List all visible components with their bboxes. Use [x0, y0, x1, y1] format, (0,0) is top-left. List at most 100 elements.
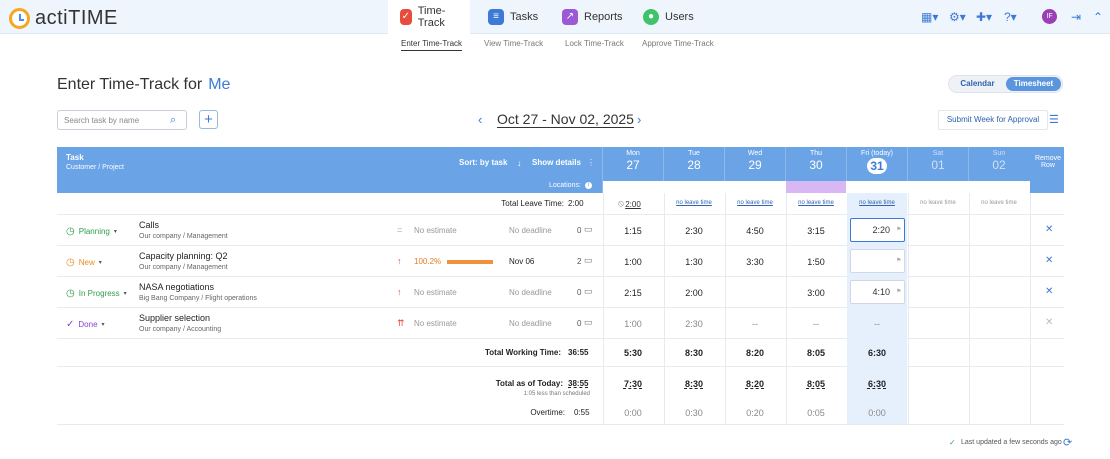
leave-time[interactable]: no leave time: [920, 200, 956, 206]
status-dropdown[interactable]: ◷ New ▾: [66, 257, 102, 268]
prev-week-icon[interactable]: ‹: [478, 112, 483, 127]
divider: [602, 147, 603, 193]
show-details-button[interactable]: Show details: [532, 158, 581, 167]
comment-flag-icon[interactable]: ⚑: [896, 227, 902, 233]
day-name: Wed: [747, 150, 763, 157]
time-cell[interactable]: --: [813, 319, 819, 329]
time-input[interactable]: [850, 249, 905, 273]
calendar-icon[interactable]: ▦▾: [921, 10, 939, 24]
day-name: Thu: [809, 150, 823, 157]
info-icon[interactable]: i: [585, 182, 592, 189]
time-cell[interactable]: 3:30: [746, 257, 764, 267]
leave-time[interactable]: no leave time: [798, 200, 834, 206]
leave-time[interactable]: no leave time: [737, 200, 773, 206]
comment-icon[interactable]: ▭: [584, 317, 593, 327]
refresh-icon[interactable]: ⟳: [1063, 437, 1073, 449]
tab-users[interactable]: ● Users: [631, 0, 706, 34]
total-working-label: Total Working Time:: [484, 348, 561, 357]
time-input[interactable]: 4:10: [850, 280, 905, 304]
time-cell[interactable]: 1:15: [624, 226, 642, 236]
next-week-icon[interactable]: ›: [637, 112, 642, 127]
total-working-value: 36:55: [568, 348, 589, 357]
time-cell[interactable]: 1:50: [807, 257, 825, 267]
remove-row-icon[interactable]: ✕: [1045, 286, 1054, 297]
more-icon[interactable]: ⋮: [587, 158, 595, 167]
tab-time-track[interactable]: ✓ Time-Track: [388, 0, 470, 34]
time-cell[interactable]: 3:15: [807, 226, 825, 236]
clock-icon: [9, 8, 30, 29]
grid-line: [57, 366, 1064, 367]
grid-line: [969, 193, 970, 424]
remove-row-icon[interactable]: ✕: [1045, 317, 1054, 328]
grid-line: [603, 193, 604, 424]
user-selector[interactable]: Me: [208, 76, 231, 93]
time-cell[interactable]: --: [752, 319, 758, 329]
search-input[interactable]: Search task by name ⌕: [57, 110, 187, 130]
remove-row-icon[interactable]: ✕: [1045, 224, 1054, 235]
timesheet-view-button[interactable]: Timesheet: [1006, 77, 1061, 91]
day-name: Mon: [626, 150, 640, 157]
task-name[interactable]: Capacity planning: Q2: [139, 251, 228, 261]
time-cell[interactable]: 1:00: [624, 257, 642, 267]
day-number: 30: [809, 158, 823, 172]
comment-icon[interactable]: ▭: [584, 224, 593, 234]
time-cell[interactable]: 1:30: [685, 257, 703, 267]
add-task-button[interactable]: +: [199, 110, 218, 129]
remove-row-icon[interactable]: ✕: [1045, 255, 1054, 266]
today-total: 8:30: [684, 379, 703, 389]
chevron-up-icon[interactable]: ⌃: [1093, 10, 1104, 24]
date-range[interactable]: Oct 27 - Nov 02, 2025: [497, 111, 634, 128]
time-cell[interactable]: 3:00: [807, 288, 825, 298]
time-cell[interactable]: 2:15: [624, 288, 642, 298]
divider: [785, 147, 786, 181]
calendar-view-button[interactable]: Calendar: [960, 79, 995, 88]
leave-time[interactable]: no leave time: [859, 200, 895, 206]
status-dropdown[interactable]: ✓ Done ▾: [66, 319, 105, 330]
working-total: 8:30: [684, 348, 703, 358]
task-name[interactable]: Supplier selection: [139, 313, 211, 323]
time-cell[interactable]: 1:00: [624, 319, 642, 329]
time-cell[interactable]: --: [874, 319, 880, 329]
sort-arrow-icon[interactable]: ↓: [517, 158, 522, 168]
subtab-enter[interactable]: Enter Time-Track: [401, 39, 463, 51]
time-cell[interactable]: 2:30: [685, 319, 703, 329]
task-name[interactable]: NASA negotiations: [139, 282, 215, 292]
time-input[interactable]: 2:20: [850, 218, 905, 242]
tab-tasks[interactable]: ≡ Tasks: [476, 0, 550, 34]
grid-line: [57, 338, 1064, 339]
subtab-lock[interactable]: Lock Time-Track: [565, 39, 624, 48]
comment-icon[interactable]: ▭: [584, 286, 593, 296]
status-label: Planning: [78, 227, 110, 236]
comment-icon[interactable]: ▭: [584, 255, 593, 265]
page-title: Enter Time-Track for Me: [57, 76, 230, 94]
time-cell[interactable]: 2:00: [685, 288, 703, 298]
gear-icon[interactable]: ⚙▾: [949, 10, 966, 24]
logout-icon[interactable]: ⇥: [1071, 10, 1082, 24]
status-dropdown[interactable]: ◷ Planning ▾: [66, 226, 117, 237]
leave-time[interactable]: 2:00: [625, 200, 641, 209]
comment-flag-icon[interactable]: ⚑: [896, 258, 902, 264]
tab-reports[interactable]: ↗ Reports: [550, 0, 635, 34]
leave-time[interactable]: no leave time: [676, 200, 712, 206]
avatar[interactable]: IF: [1042, 9, 1057, 24]
puzzle-icon[interactable]: ✚▾: [976, 10, 993, 24]
time-cell[interactable]: 2:30: [685, 226, 703, 236]
subtab-approve[interactable]: Approve Time-Track: [642, 39, 714, 48]
day-header: Thu 30: [786, 150, 846, 180]
submit-week-button[interactable]: Submit Week for Approval: [938, 110, 1048, 130]
help-icon[interactable]: ?▾: [1004, 10, 1017, 24]
total-today-value: 38:55: [568, 379, 589, 388]
app-logo[interactable]: actiTIME: [9, 7, 118, 30]
search-placeholder: Search task by name: [64, 116, 140, 125]
subtab-view[interactable]: View Time-Track: [484, 39, 544, 48]
comment-flag-icon[interactable]: ⚑: [896, 289, 902, 295]
locations-label: Locations:: [549, 182, 581, 189]
working-total: 6:30: [867, 348, 886, 358]
menu-icon[interactable]: ☰: [1049, 114, 1059, 126]
deadline: No deadline: [509, 319, 552, 328]
status-dropdown[interactable]: ◷ In Progress ▾: [66, 288, 127, 299]
leave-time[interactable]: no leave time: [981, 200, 1017, 206]
task-name[interactable]: Calls: [139, 220, 160, 230]
time-cell[interactable]: 4:50: [746, 226, 764, 236]
sort-button[interactable]: Sort: by task: [459, 158, 508, 167]
